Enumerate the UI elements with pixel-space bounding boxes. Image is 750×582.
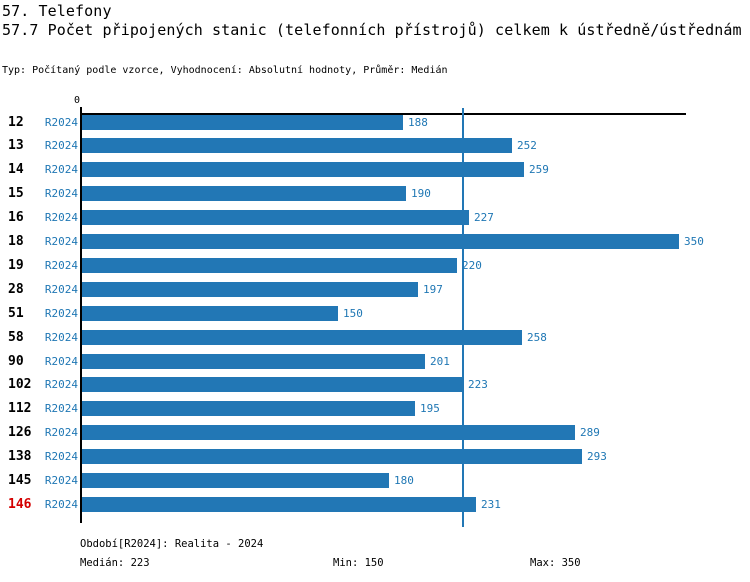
bar xyxy=(82,258,457,273)
bar-value-label: 258 xyxy=(527,331,547,344)
x-axis-top-line xyxy=(80,113,686,115)
bar-value-label: 201 xyxy=(430,355,450,368)
row-category-label: 28 xyxy=(8,282,24,297)
bar xyxy=(82,425,575,440)
bar xyxy=(82,186,406,201)
footer-min-stat: Min: 150 xyxy=(333,557,384,569)
bar-value-label: 293 xyxy=(587,450,607,463)
bar-value-label: 227 xyxy=(474,211,494,224)
bar xyxy=(82,401,415,416)
row-category-label: 146 xyxy=(8,497,32,512)
row-period-label: R2024 xyxy=(44,426,78,439)
bar-value-label: 195 xyxy=(420,402,440,415)
bar-value-label: 223 xyxy=(468,378,488,391)
bar xyxy=(82,330,522,345)
row-period-label: R2024 xyxy=(44,139,78,152)
median-reference-line xyxy=(462,108,464,527)
row-category-label: 126 xyxy=(8,425,32,440)
row-period-label: R2024 xyxy=(44,187,78,200)
bar-value-label: 289 xyxy=(580,426,600,439)
footer-max-stat: Max: 350 xyxy=(530,557,581,569)
row-category-label: 58 xyxy=(8,330,24,345)
bar-value-label: 231 xyxy=(481,498,501,511)
bar xyxy=(82,497,476,512)
row-period-label: R2024 xyxy=(44,450,78,463)
bar xyxy=(82,162,524,177)
row-category-label: 12 xyxy=(8,115,24,130)
bar xyxy=(82,354,425,369)
bar-value-label: 188 xyxy=(408,116,428,129)
bar-value-label: 259 xyxy=(529,163,549,176)
row-period-label: R2024 xyxy=(44,235,78,248)
bar-value-label: 150 xyxy=(343,307,363,320)
row-category-label: 14 xyxy=(8,162,24,177)
bar xyxy=(82,377,463,392)
footer-median-stat: Medián: 223 xyxy=(80,557,150,569)
bar-value-label: 190 xyxy=(411,187,431,200)
bar-value-label: 350 xyxy=(684,235,704,248)
bar xyxy=(82,306,338,321)
bar xyxy=(82,282,418,297)
chart-meta-info: Typ: Počítaný podle vzorce, Vyhodnocení:… xyxy=(2,65,448,76)
row-period-label: R2024 xyxy=(44,355,78,368)
row-category-label: 138 xyxy=(8,449,32,464)
row-period-label: R2024 xyxy=(44,116,78,129)
row-period-label: R2024 xyxy=(44,474,78,487)
row-period-label: R2024 xyxy=(44,259,78,272)
footer-period-info: Období[R2024]: Realita - 2024 xyxy=(80,538,264,550)
row-category-label: 51 xyxy=(8,306,24,321)
row-period-label: R2024 xyxy=(44,331,78,344)
row-period-label: R2024 xyxy=(44,283,78,296)
row-period-label: R2024 xyxy=(44,498,78,511)
x-axis-zero-tick-label: 0 xyxy=(73,95,80,106)
row-category-label: 112 xyxy=(8,401,32,416)
row-period-label: R2024 xyxy=(44,378,78,391)
bar-value-label: 197 xyxy=(423,283,443,296)
row-category-label: 16 xyxy=(8,210,24,225)
row-category-label: 19 xyxy=(8,258,24,273)
page-title: 57. Telefony xyxy=(2,2,112,20)
bar-value-label: 180 xyxy=(394,474,414,487)
bar-value-label: 252 xyxy=(517,139,537,152)
row-period-label: R2024 xyxy=(44,402,78,415)
bar xyxy=(82,449,582,464)
row-category-label: 18 xyxy=(8,234,24,249)
row-period-label: R2024 xyxy=(44,307,78,320)
row-category-label: 15 xyxy=(8,186,24,201)
row-category-label: 90 xyxy=(8,354,24,369)
bar xyxy=(82,234,679,249)
bar-value-label: 220 xyxy=(462,259,482,272)
y-axis-line xyxy=(80,107,82,523)
row-category-label: 102 xyxy=(8,377,32,392)
bar xyxy=(82,115,403,130)
bar xyxy=(82,210,469,225)
chart-subtitle: 57.7 Počet připojených stanic (telefonní… xyxy=(2,21,742,39)
row-category-label: 145 xyxy=(8,473,32,488)
row-category-label: 13 xyxy=(8,138,24,153)
bar xyxy=(82,473,389,488)
row-period-label: R2024 xyxy=(44,211,78,224)
bar xyxy=(82,138,512,153)
row-period-label: R2024 xyxy=(44,163,78,176)
